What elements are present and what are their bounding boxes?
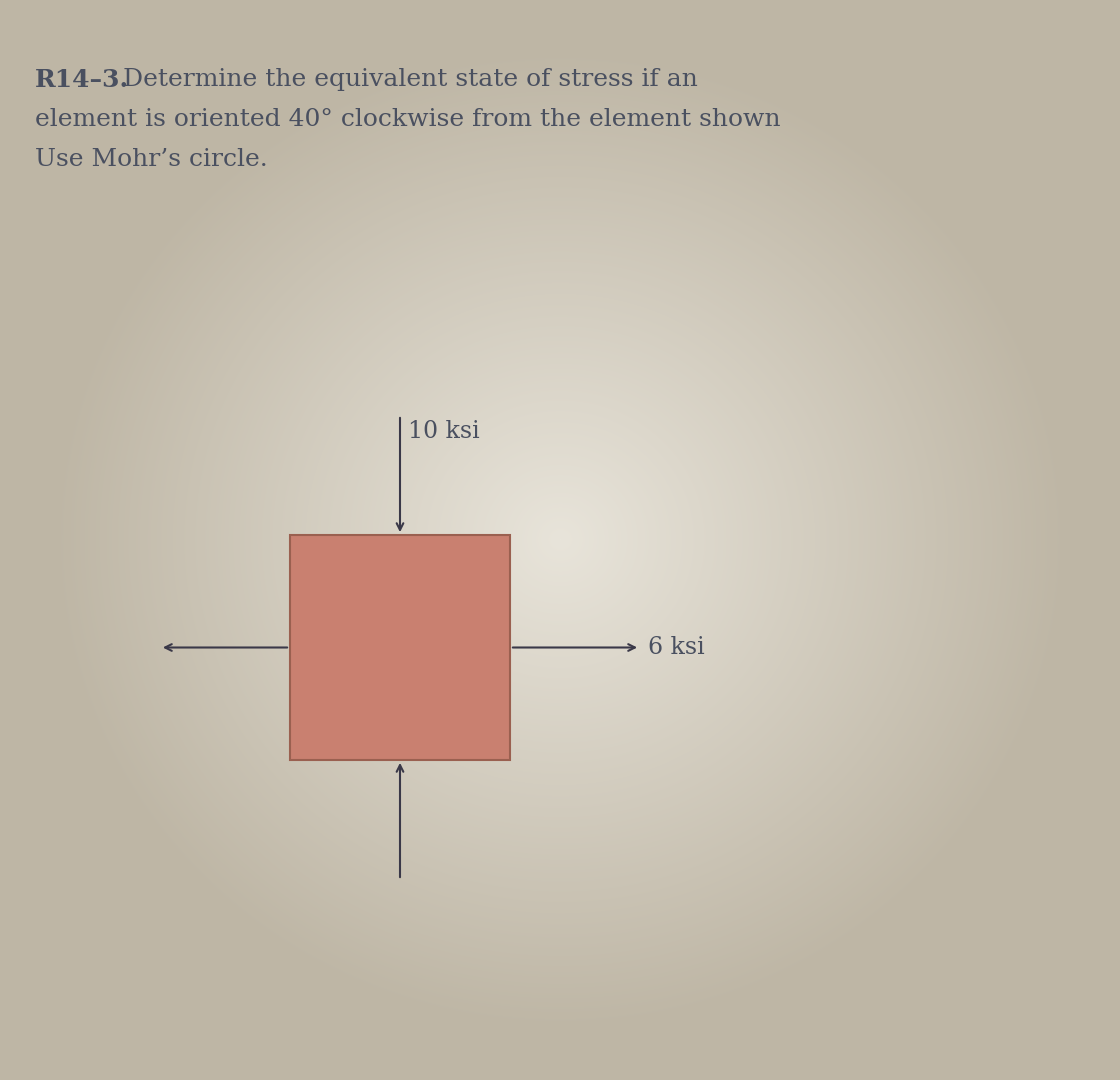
Text: Determine the equivalent state of stress if an: Determine the equivalent state of stress… bbox=[108, 68, 698, 91]
Text: 6 ksi: 6 ksi bbox=[648, 636, 704, 659]
Text: 10 ksi: 10 ksi bbox=[408, 420, 479, 443]
Text: element is oriented 40° clockwise from the element shown: element is oriented 40° clockwise from t… bbox=[35, 108, 781, 131]
Text: R14–3.: R14–3. bbox=[35, 68, 129, 92]
Bar bbox=[290, 535, 510, 760]
Text: Use Mohr’s circle.: Use Mohr’s circle. bbox=[35, 148, 268, 171]
